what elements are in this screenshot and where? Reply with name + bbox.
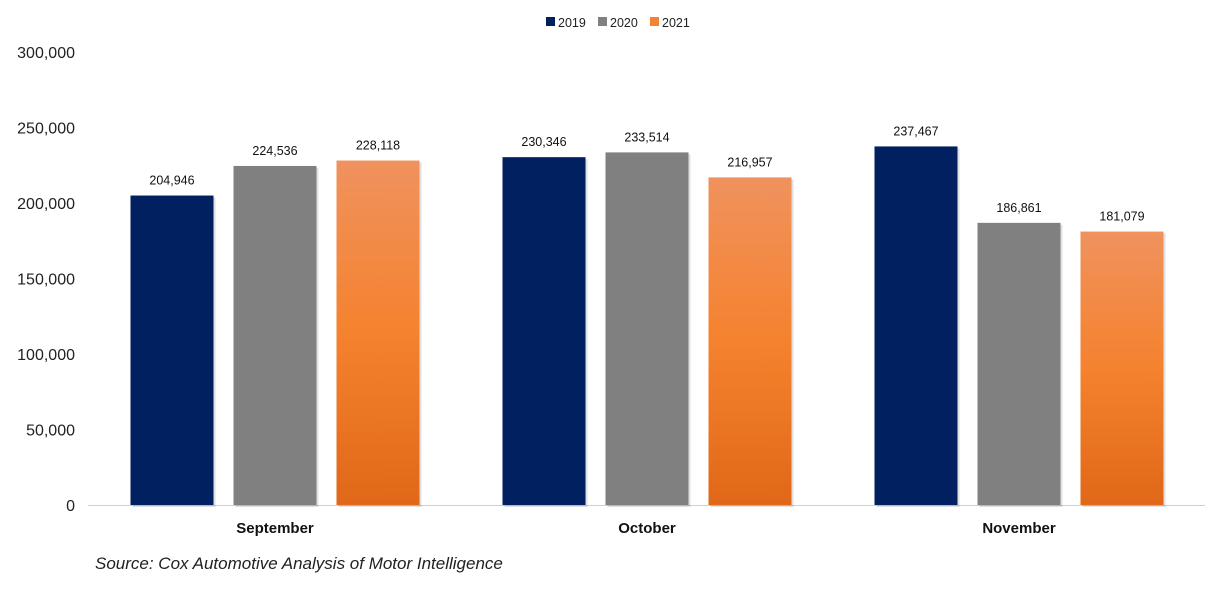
legend-swatch-2019	[546, 17, 555, 26]
bar-2019-september	[130, 195, 214, 505]
data-label: 224,536	[252, 144, 297, 158]
bar-2021-november	[1080, 231, 1164, 505]
legend-swatch-2020	[598, 17, 607, 26]
legend-label-2019: 2019	[558, 16, 586, 30]
bar-2020-november	[977, 222, 1061, 505]
x-tick-label: October	[618, 520, 676, 537]
data-label: 181,079	[1099, 210, 1144, 224]
y-tick-label: 200,000	[17, 196, 75, 213]
legend-label-2020: 2020	[610, 16, 638, 30]
data-label: 204,946	[149, 174, 194, 188]
y-tick-label: 0	[66, 498, 75, 515]
bar-2021-september	[336, 160, 420, 506]
legend-swatch-2021	[650, 17, 659, 26]
data-label: 233,514	[624, 130, 669, 144]
data-label: 186,861	[996, 201, 1041, 215]
y-tick-label: 100,000	[17, 347, 75, 364]
x-tick-label: November	[982, 520, 1056, 537]
source-note: Source: Cox Automotive Analysis of Motor…	[95, 554, 503, 573]
bar-2020-september	[233, 165, 317, 506]
y-tick-label: 250,000	[17, 121, 75, 138]
data-label: 216,957	[727, 155, 772, 169]
bar-2020-october	[605, 152, 689, 505]
bar-2021-october	[708, 177, 792, 505]
x-tick-label: September	[236, 520, 314, 537]
y-tick-label: 50,000	[26, 423, 75, 440]
data-label: 230,346	[521, 135, 566, 149]
y-tick-label: 150,000	[17, 272, 75, 289]
data-label: 228,118	[356, 139, 400, 153]
y-tick-label: 300,000	[17, 45, 75, 62]
data-label: 237,467	[893, 124, 938, 138]
bar-2019-november	[874, 146, 958, 505]
legend-label-2021: 2021	[662, 16, 690, 30]
bar-2019-october	[502, 157, 586, 505]
